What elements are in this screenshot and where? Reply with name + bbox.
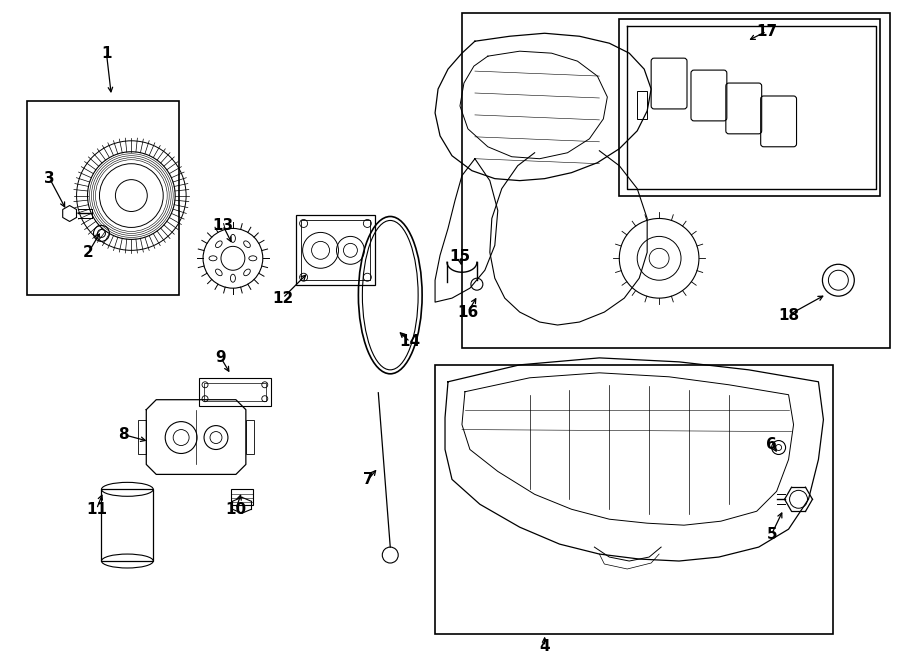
Text: 14: 14 <box>400 334 420 350</box>
Bar <box>296 215 375 285</box>
Bar <box>102 489 153 561</box>
Bar <box>204 383 266 401</box>
Bar <box>139 420 147 455</box>
Text: 9: 9 <box>216 350 226 366</box>
Text: 10: 10 <box>225 502 247 517</box>
Bar <box>27 101 179 295</box>
Text: 5: 5 <box>766 527 777 541</box>
Bar <box>199 378 271 406</box>
Text: 18: 18 <box>778 307 799 323</box>
Text: 11: 11 <box>86 502 107 517</box>
Text: 3: 3 <box>44 171 55 186</box>
Text: 16: 16 <box>457 305 479 319</box>
Bar <box>246 420 254 455</box>
Bar <box>435 365 833 634</box>
Text: 7: 7 <box>363 472 374 487</box>
Text: 2: 2 <box>83 245 94 260</box>
Text: 6: 6 <box>766 437 777 452</box>
Bar <box>231 489 253 505</box>
Text: 8: 8 <box>118 427 129 442</box>
Text: 15: 15 <box>449 249 471 264</box>
Text: 12: 12 <box>272 291 293 305</box>
Text: 1: 1 <box>101 46 112 61</box>
Text: 4: 4 <box>539 639 550 654</box>
Bar <box>462 13 890 348</box>
Text: 13: 13 <box>212 218 233 233</box>
Bar <box>619 19 880 196</box>
Bar <box>301 221 370 280</box>
Text: 17: 17 <box>756 24 778 39</box>
Bar <box>637 91 647 119</box>
